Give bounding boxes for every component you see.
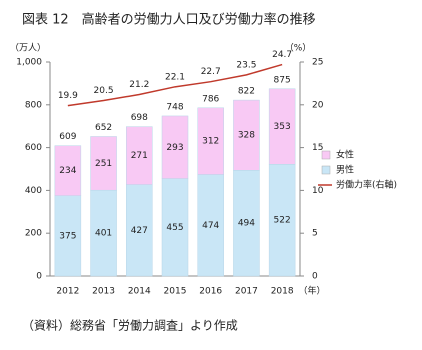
total-label: 875: [274, 75, 291, 85]
y-tick-label: 400: [25, 186, 42, 196]
total-label: 698: [131, 113, 148, 123]
y2-tick-label: 10: [312, 186, 324, 196]
bar: [161, 115, 189, 179]
chart-title: 図表 12 高齢者の労働力人口及び労働力率の推移: [22, 12, 316, 28]
line-value-label: 22.7: [201, 67, 221, 77]
bar: [161, 178, 189, 277]
x-tick-label: 2014: [128, 287, 151, 297]
total-label: 652: [95, 123, 112, 133]
bar: [126, 126, 153, 185]
x-tick-label: 2017: [235, 287, 258, 297]
legend-label: 女性: [336, 149, 354, 161]
y-tick-label: 200: [25, 229, 42, 239]
x-tick-label: 2015: [164, 287, 187, 297]
y2-unit: （%）: [285, 43, 312, 54]
bar-value-label: 353: [274, 122, 291, 132]
legend-label: 労働力率(右軸): [336, 179, 397, 191]
total-label: 786: [202, 94, 219, 104]
y2-tick-label: 20: [312, 100, 324, 110]
bar: [54, 145, 82, 196]
bar: [268, 88, 296, 165]
x-unit: （年）: [298, 285, 325, 297]
bar: [90, 189, 117, 277]
bar-value-label: 328: [238, 131, 255, 141]
legend-label: 男性: [336, 164, 354, 176]
x-tick-label: 2016: [199, 287, 222, 297]
bar: [197, 107, 224, 175]
bar-value-label: 427: [131, 226, 148, 236]
bar-value-label: 271: [131, 151, 148, 161]
line: [67, 63, 283, 107]
bar: [126, 184, 153, 277]
y-tick-label: 600: [25, 143, 42, 153]
line-value-label: 19.9: [58, 91, 78, 101]
source-note: （資料）総務省「労働力調査」より作成: [22, 319, 238, 333]
y2-tick-label: 25: [312, 58, 323, 68]
total-label: 609: [59, 132, 76, 142]
y-tick-label: 800: [25, 100, 42, 110]
line-value-label: 24.7: [272, 50, 292, 60]
line-value-label: 21.2: [129, 80, 149, 90]
x-tick-label: 2018: [271, 287, 294, 297]
legend-swatch: [321, 150, 331, 160]
y2-tick-label: 0: [312, 272, 318, 282]
bar-value-label: 401: [95, 229, 112, 239]
bar-value-label: 375: [59, 231, 76, 241]
line-value-label: 22.1: [165, 72, 185, 82]
y-unit: （万人）: [10, 43, 46, 54]
line-value-label: 20.5: [94, 86, 114, 96]
total-label: 822: [238, 87, 255, 97]
legend-swatch: [321, 165, 331, 175]
bar-value-label: 474: [202, 221, 219, 231]
bar: [268, 164, 296, 277]
y2-tick-label: 5: [312, 229, 318, 239]
bar-value-label: 455: [166, 223, 183, 233]
x-tick-label: 2012: [56, 287, 79, 297]
total-label: 748: [166, 102, 183, 112]
y2-tick-label: 15: [312, 143, 323, 153]
line-value-label: 23.5: [236, 60, 256, 70]
bar: [54, 195, 82, 277]
y-tick-label: 1,000: [16, 58, 42, 68]
bar-value-label: 522: [274, 216, 291, 226]
x-tick-label: 2013: [92, 287, 115, 297]
bar-value-label: 251: [95, 159, 112, 169]
bar-value-label: 312: [202, 137, 219, 147]
y-tick-label: 0: [36, 272, 42, 282]
bar-value-label: 494: [238, 219, 255, 229]
bar-value-label: 293: [166, 143, 183, 153]
bar: [233, 99, 260, 171]
bar-value-label: 234: [59, 166, 76, 176]
bar: [90, 136, 117, 191]
